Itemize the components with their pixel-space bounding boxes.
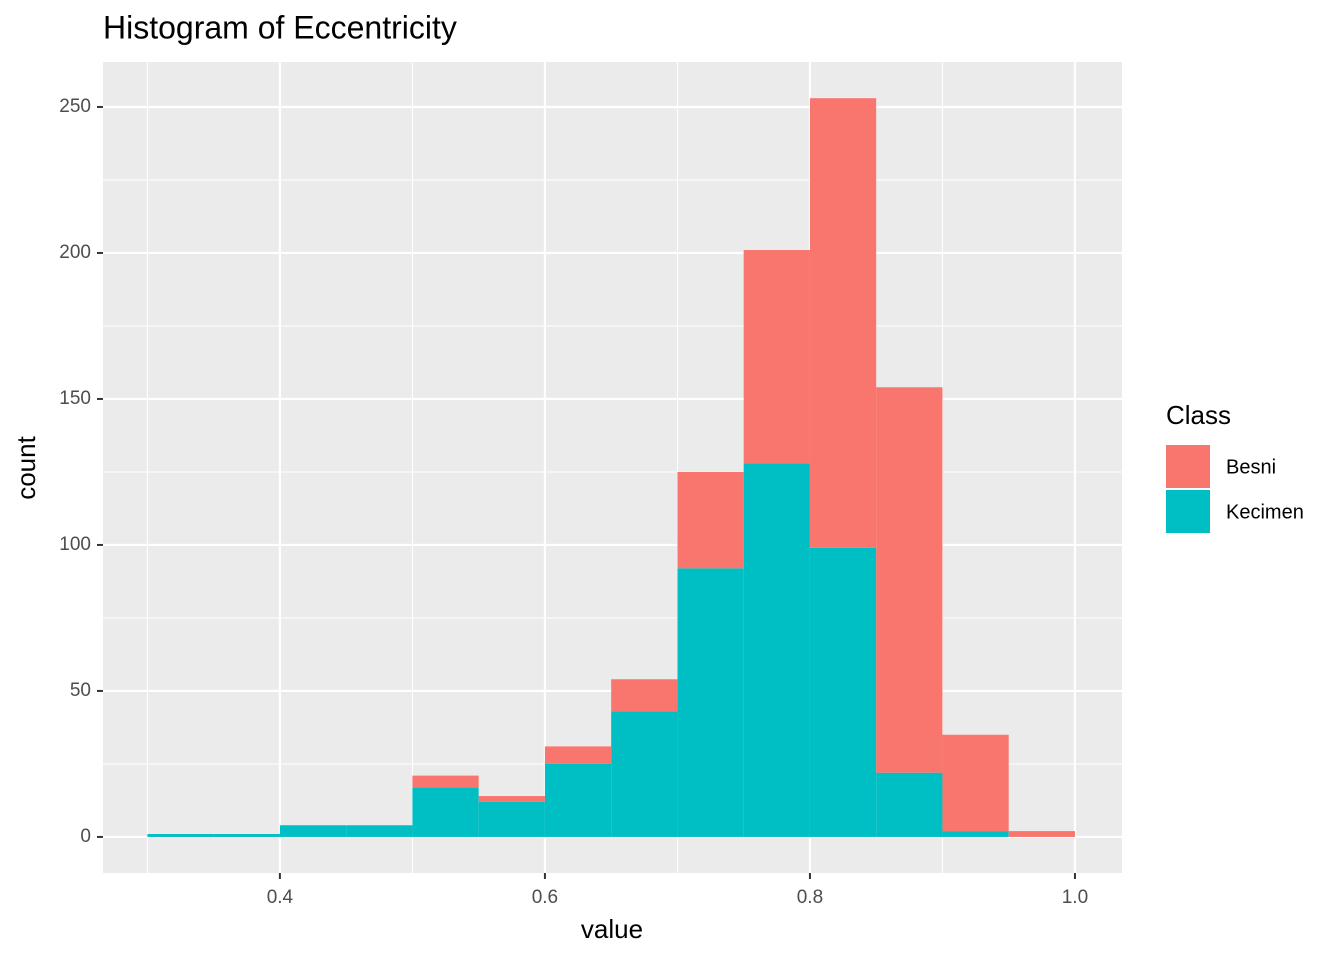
x-tick-label: 0.4 [267,887,294,908]
x-axis-label: value [581,914,643,944]
bar [809,98,877,548]
bar [544,746,612,764]
bar [412,775,479,788]
bar [677,471,744,569]
y-tick-label: 250 [59,96,91,117]
bar [478,801,545,837]
y-tick-label: 0 [80,826,91,847]
bar [544,763,612,837]
bar [611,679,678,712]
legend: Besni Kecimen [1166,445,1304,533]
x-tick-label: 0.6 [532,887,558,908]
legend-title: Class [1166,400,1231,430]
bar [677,568,744,837]
bar [876,387,943,773]
y-tick-label: 50 [70,680,91,701]
bar [809,547,877,837]
legend-swatch [1166,445,1210,488]
bar [611,711,678,837]
bar [213,834,280,837]
legend-swatch [1166,490,1210,533]
y-tick-label: 100 [59,534,91,555]
legend-label: Kecimen [1226,501,1304,523]
y-tick-label: 200 [59,242,91,263]
y-axis-label: count [11,435,41,499]
bar [942,734,1009,832]
y-tick-label: 150 [59,388,91,409]
bar [876,772,943,837]
bar [743,463,810,837]
bar [478,796,545,802]
bar [412,787,479,837]
x-tick-label: 1.0 [1062,887,1088,908]
bar [942,831,1009,837]
legend-label: Besni [1226,456,1276,478]
bar [1008,831,1075,837]
bar [147,834,214,837]
x-tick-label: 0.8 [797,887,823,908]
chart-title: Histogram of Eccentricity [103,9,457,45]
bar [279,825,347,837]
bar [346,825,413,837]
bar [743,250,810,464]
bars [147,98,1075,837]
